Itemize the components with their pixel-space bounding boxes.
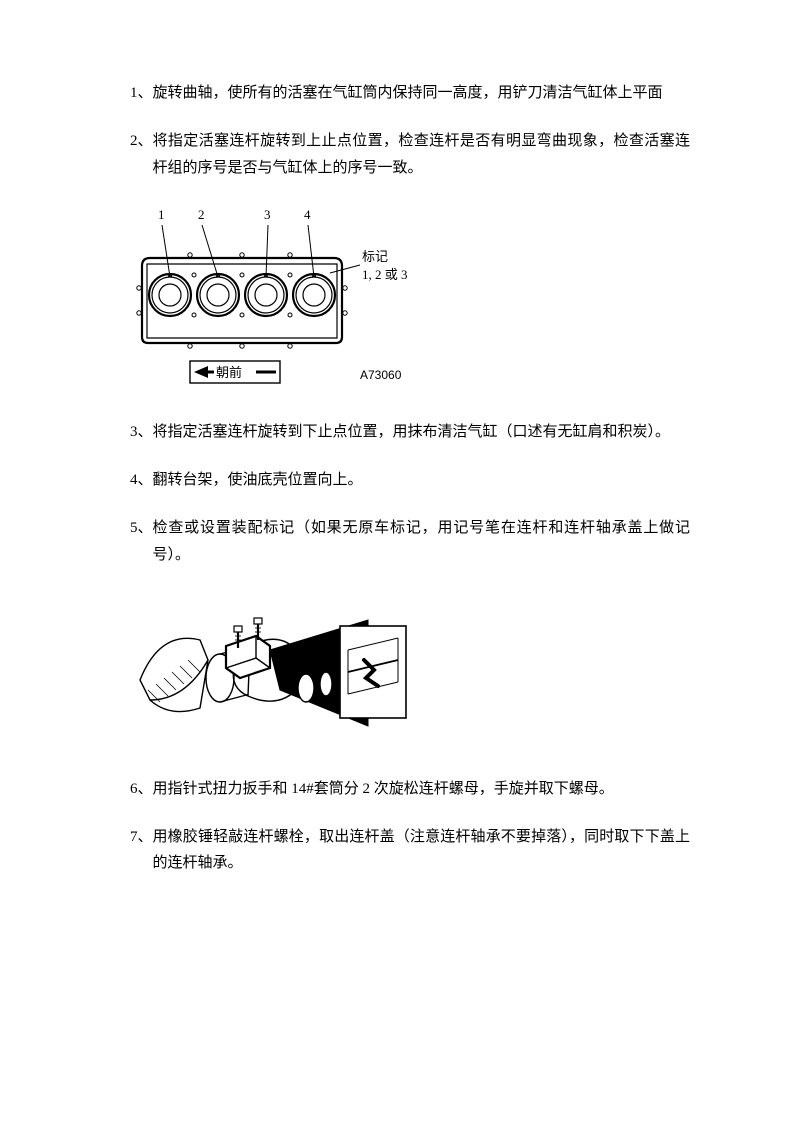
cylinder-block-diagram: 1 2 3 4 标记 1, 2 或 3 朝前 A73060 xyxy=(130,203,430,393)
svg-text:3: 3 xyxy=(264,207,271,222)
figure-cylinder-block: 1 2 3 4 标记 1, 2 或 3 朝前 A73060 xyxy=(130,203,690,393)
step-7-num: 7、 xyxy=(130,824,153,850)
step-3-num: 3、 xyxy=(130,419,153,445)
step-2-text: 将指定活塞连杆旋转到上止点位置，检查连杆是否有明显弯曲现象，检查活塞连杆组的序号… xyxy=(153,128,690,181)
step-6: 6、 用指针式扭力扳手和 14#套筒分 2 次旋松连杆螺母，手旋并取下螺母。 xyxy=(130,776,690,802)
svg-text:标记: 标记 xyxy=(362,249,388,264)
step-5: 5、 检查或设置装配标记（如果无原车标记，用记号笔在连杆和连杆轴承盖上做记号）。 xyxy=(130,515,690,568)
step-5-text: 检查或设置装配标记（如果无原车标记，用记号笔在连杆和连杆轴承盖上做记号）。 xyxy=(153,515,690,568)
step-7-text: 用橡胶锤轻敲连杆螺栓，取出连杆盖（注意连杆轴承不要掉落），同时取下下盖上的连杆轴… xyxy=(153,824,690,877)
step-6-num: 6、 xyxy=(130,776,153,802)
svg-text:朝前: 朝前 xyxy=(216,365,242,380)
step-1-text: 旋转曲轴，使所有的活塞在气缸筒内保持同一高度，用铲刀清洁气缸体上平面 xyxy=(153,80,690,106)
connecting-rod-diagram xyxy=(130,590,430,750)
svg-text:4: 4 xyxy=(304,207,311,222)
step-4-num: 4、 xyxy=(130,467,153,493)
step-7: 7、 用橡胶锤轻敲连杆螺栓，取出连杆盖（注意连杆轴承不要掉落），同时取下下盖上的… xyxy=(130,824,690,877)
step-4: 4、 翻转台架，使油底壳位置向上。 xyxy=(130,467,690,493)
svg-text:2: 2 xyxy=(198,207,205,222)
step-2: 2、 将指定活塞连杆旋转到上止点位置，检查连杆是否有明显弯曲现象，检查活塞连杆组… xyxy=(130,128,690,181)
step-3-text: 将指定活塞连杆旋转到下止点位置，用抹布清洁气缸（口述有无缸肩和积炭）。 xyxy=(153,419,690,445)
svg-text:1: 1 xyxy=(158,207,165,222)
svg-text:1, 2 或 3: 1, 2 或 3 xyxy=(362,267,408,282)
svg-text:A73060: A73060 xyxy=(360,368,402,382)
step-4-text: 翻转台架，使油底壳位置向上。 xyxy=(153,467,690,493)
step-6-text: 用指针式扭力扳手和 14#套筒分 2 次旋松连杆螺母，手旋并取下螺母。 xyxy=(153,776,690,802)
figure-connecting-rod xyxy=(130,590,690,750)
step-3: 3、 将指定活塞连杆旋转到下止点位置，用抹布清洁气缸（口述有无缸肩和积炭）。 xyxy=(130,419,690,445)
step-2-num: 2、 xyxy=(130,128,153,154)
step-1: 1、 旋转曲轴，使所有的活塞在气缸筒内保持同一高度，用铲刀清洁气缸体上平面 xyxy=(130,80,690,106)
step-1-num: 1、 xyxy=(130,80,153,106)
step-5-num: 5、 xyxy=(130,515,153,541)
